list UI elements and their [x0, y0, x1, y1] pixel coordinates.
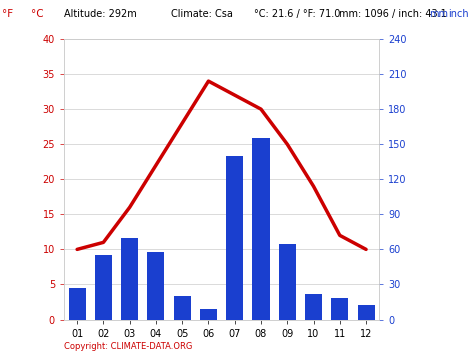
- Bar: [121, 238, 138, 320]
- Text: Climate: Csa: Climate: Csa: [171, 9, 233, 19]
- Text: Altitude: 292m: Altitude: 292m: [64, 9, 137, 19]
- Bar: [69, 288, 86, 320]
- Bar: [331, 299, 348, 320]
- Bar: [279, 244, 296, 320]
- Bar: [253, 138, 270, 320]
- Bar: [95, 255, 112, 320]
- Bar: [147, 252, 164, 320]
- Bar: [173, 296, 191, 320]
- Bar: [200, 309, 217, 320]
- Text: inch: inch: [448, 9, 469, 19]
- Bar: [226, 156, 243, 320]
- Text: mm: mm: [429, 9, 448, 19]
- Text: Copyright: CLIMATE-DATA.ORG: Copyright: CLIMATE-DATA.ORG: [64, 343, 192, 351]
- Text: °C: 21.6 / °F: 71.0: °C: 21.6 / °F: 71.0: [254, 9, 340, 19]
- Text: mm: 1096 / inch: 43.1: mm: 1096 / inch: 43.1: [339, 9, 447, 19]
- Bar: [357, 305, 374, 320]
- Text: °C: °C: [31, 9, 44, 19]
- Bar: [305, 294, 322, 320]
- Text: °F: °F: [2, 9, 13, 19]
